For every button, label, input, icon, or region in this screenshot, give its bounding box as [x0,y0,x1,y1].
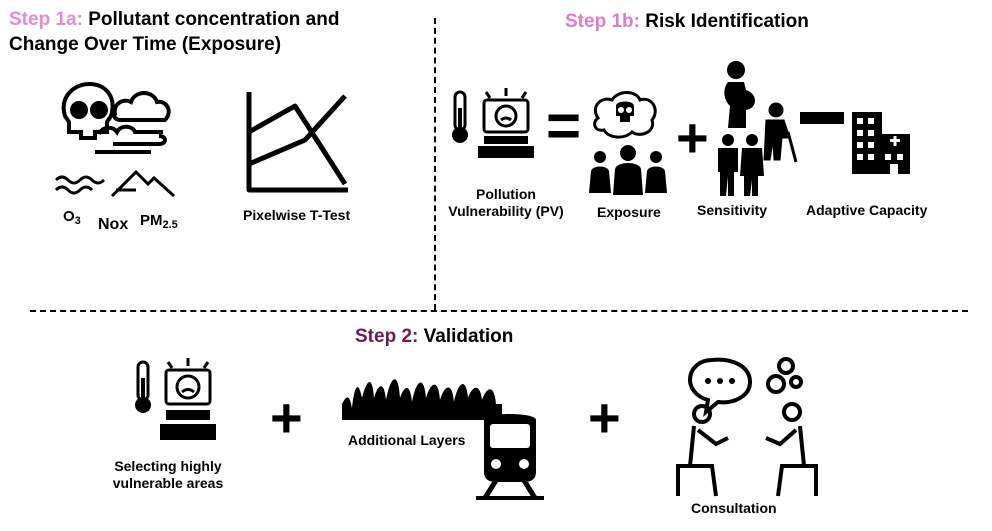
elderly-person-icon [763,102,798,163]
pregnant-woman-icon [724,61,755,128]
pm-main: PM [140,212,163,229]
step1b-heading: Step 1b: Risk Identification [565,10,809,34]
step1a-tag: Step 1a: [9,9,83,30]
waves-mountain-icon [54,169,176,198]
pollutant-o3: O3 [63,208,81,230]
adaptive-capacity-label: Adaptive Capacity [806,202,928,218]
minus-sign [800,112,844,124]
step2-tag: Step 2: [355,326,419,347]
vertical-divider [434,18,436,310]
step1a-heading: Step 1a: Pollutant concentration and [9,8,339,32]
equals-sign: = [546,92,582,159]
step2-title: Validation [423,326,514,347]
pv-line2: Vulnerability (PV) [448,203,564,219]
horizontal-divider [30,310,968,312]
skull-smog-icon [61,81,171,154]
plus-sign-step2-2: + [588,386,621,449]
step1a-title-line1: Pollutant concentration and [88,9,340,30]
group-people-icon [589,145,667,195]
step2-heading: Step 2: Validation [355,325,513,349]
pollutant-pm: PM2.5 [140,212,178,234]
step1b-title: Risk Identification [645,11,809,32]
select-line2: vulnerable areas [112,475,224,491]
select-line1: Selecting highly [114,458,222,474]
thermometer-icon-step2 [135,360,151,413]
consultation-label: Consultation [691,500,777,516]
o3-main: O [63,208,75,225]
thermometer-icon [452,90,468,143]
conversation-icon [676,357,818,497]
additional-layers-label: Additional Layers [348,432,466,448]
train-icon [476,414,544,500]
ttest-label: Pixelwise T-Test [243,207,351,223]
step1b-tag: Step 1b: [565,11,640,32]
skull-thought-icon [593,91,657,139]
plus-sign-1b: + [676,106,709,169]
o3-sub: 3 [74,215,81,227]
pv-label: Pollution Vulnerability (PV) [435,186,577,220]
children-icon [718,134,764,196]
grass-icon [342,379,502,420]
hospital-icon [852,112,910,174]
pv-line1: Pollution [476,186,536,202]
selecting-areas-label: Selecting highly vulnerable areas [100,458,236,492]
step1a-title-line2: Change Over Time (Exposure) [9,34,282,55]
sick-computer-icon [478,88,534,158]
plus-sign-step2-1: + [270,386,303,449]
sick-computer-icon-step2 [160,358,216,440]
exposure-label: Exposure [597,204,661,220]
sensitivity-label: Sensitivity [697,202,768,218]
pm-sub: 2.5 [162,219,178,231]
pollutant-nox: Nox [98,216,129,233]
line-chart-icon [246,92,348,193]
